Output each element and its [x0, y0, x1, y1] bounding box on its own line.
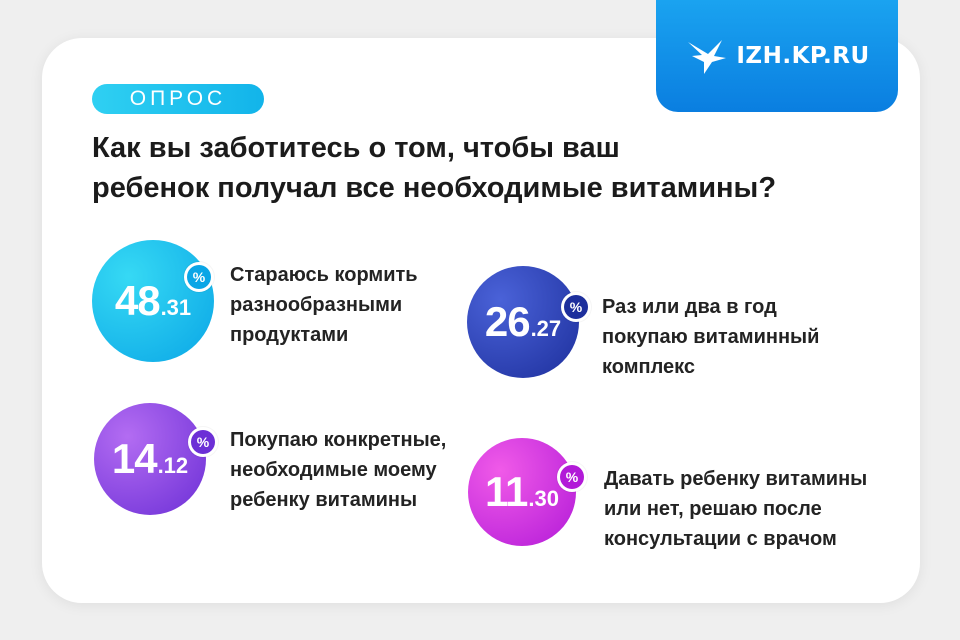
stat-value-int: 48: [114, 277, 161, 324]
percent-badge: %: [188, 427, 218, 457]
brand-logo[interactable]: IZH.KP.RU: [656, 0, 898, 112]
stat-label: Стараюсь кормить разнообразными продукта…: [230, 260, 418, 350]
stat-label-line: продуктами: [230, 324, 349, 346]
stat-value-int: 26: [484, 298, 531, 345]
percent-icon: %: [564, 295, 588, 319]
stat-label: Покупаю конкретные, необходимые моему ре…: [230, 425, 446, 515]
stat-label: Давать ребенку витамины или нет, решаю п…: [604, 464, 867, 554]
stat-value: 14.12: [112, 435, 188, 483]
stat-label-line: необходимые моему: [230, 459, 437, 481]
page-title: Как вы заботитесь о том, чтобы ваш ребен…: [92, 128, 892, 208]
percent-icon: %: [187, 265, 211, 289]
percent-icon: %: [560, 465, 584, 489]
stat-circle: 14.12: [94, 403, 206, 515]
stat-circle: 11.30: [468, 438, 576, 546]
stat-label-line: покупаю витаминный: [602, 326, 820, 348]
stat-circle: 48.31: [92, 240, 214, 362]
stat-value: 11.30: [485, 468, 559, 516]
stat-label-line: Покупаю конкретные,: [230, 429, 447, 451]
stat-value: 48.31: [115, 277, 191, 325]
stat-value-int: 11: [485, 468, 528, 515]
stat-value-dec: .27: [530, 316, 562, 341]
stat-label: Раз или два в год покупаю витаминный ком…: [602, 292, 819, 382]
stat-value-dec: .30: [528, 486, 559, 511]
percent-badge: %: [561, 292, 591, 322]
brand-logo-text: IZH.KP.RU: [736, 43, 870, 69]
survey-tag: ОПРОС: [92, 84, 264, 114]
swallow-icon: [688, 40, 727, 74]
title-line: Как вы заботитесь о том, чтобы ваш: [92, 132, 620, 164]
stat-label-line: или нет, решаю после: [604, 498, 822, 520]
stat-label-line: комплекс: [602, 356, 696, 378]
percent-icon: %: [191, 430, 215, 454]
stat-circle: 26.27: [467, 266, 579, 378]
stat-label-line: разнообразными: [230, 294, 403, 316]
stat-value: 26.27: [485, 298, 561, 346]
stat-label-line: Давать ребенку витамины: [604, 468, 868, 490]
stat-value-dec: .31: [160, 295, 192, 320]
stat-label-line: ребенку витамины: [230, 489, 418, 511]
stat-value-dec: .12: [157, 453, 189, 478]
stat-label-line: Стараюсь кормить: [230, 264, 418, 286]
stat-value-int: 14: [111, 435, 158, 482]
stat-label-line: Раз или два в год: [602, 296, 777, 318]
percent-badge: %: [557, 462, 587, 492]
stat-label-line: консультации с врачом: [604, 528, 837, 550]
title-line: ребенок получал все необходимые витамины…: [92, 172, 777, 204]
percent-badge: %: [184, 262, 214, 292]
